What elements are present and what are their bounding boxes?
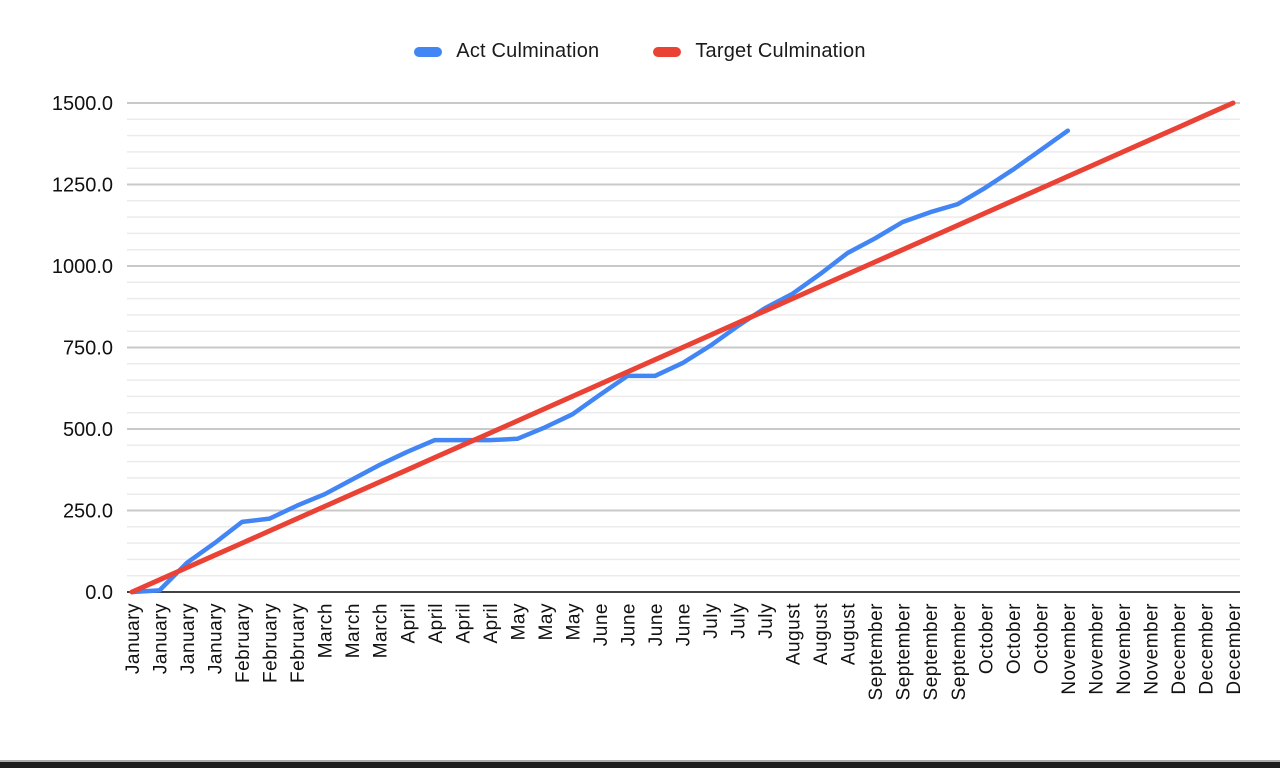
x-axis-tick-label: July [729, 603, 750, 639]
y-axis-tick-label: 750.0 [63, 338, 113, 360]
series-line-act-culmination [129, 128, 1071, 595]
y-axis-tick-label: 1250.0 [52, 175, 113, 197]
x-axis-tick-label: February [261, 603, 282, 683]
x-axis-tick-label: April [481, 603, 502, 644]
x-axis-tick-label: June [618, 603, 639, 646]
x-axis-tick-label: August [784, 603, 805, 665]
x-axis-tick-label: July [701, 603, 722, 639]
x-axis-tick-label: October [976, 603, 997, 674]
x-axis-tick-label: January [206, 603, 227, 674]
legend-item-target-culmination: Target Culmination [653, 40, 866, 63]
x-axis-tick-label: September [921, 603, 942, 701]
x-axis-tick-label: September [949, 603, 970, 701]
x-axis-tick-label: September [866, 603, 887, 701]
series-line-target-culmination [129, 100, 1236, 595]
bottom-edge-divider [0, 760, 1280, 768]
x-axis-tick-label: January [123, 603, 144, 674]
x-axis-tick-label: January [151, 603, 172, 674]
x-axis-tick-label: March [316, 603, 337, 658]
x-axis-tick-label: February [233, 603, 254, 683]
x-axis-tick-label: February [288, 603, 309, 683]
y-axis-tick-label: 0.0 [85, 582, 113, 604]
x-axis-tick-label: August [811, 603, 832, 665]
target-series-swatch-icon [653, 46, 682, 57]
x-axis-tick-label: June [674, 603, 695, 646]
x-axis-tick-label: May [508, 603, 529, 640]
x-axis-tick-label: September [894, 603, 915, 701]
legend-item-act-culmination: Act Culmination [414, 40, 599, 63]
y-axis-tick-label: 500.0 [63, 419, 113, 441]
x-axis-tick-label: November [1059, 603, 1080, 695]
x-axis-tick-label: January [178, 603, 199, 674]
x-axis-tick-label: December [1224, 603, 1245, 695]
y-axis-tick-label: 1000.0 [52, 256, 113, 278]
x-axis-tick-label: August [839, 603, 860, 665]
x-axis-tick-label: April [426, 603, 447, 644]
act-series-swatch-icon [414, 46, 443, 57]
x-axis-tick-label: July [756, 603, 777, 639]
x-axis-tick-label: October [1031, 603, 1052, 674]
legend-label-target: Target Culmination [695, 40, 866, 62]
x-axis-tick-label: December [1196, 603, 1217, 695]
x-axis-tick-label: December [1169, 603, 1190, 695]
x-axis-tick-label: April [453, 603, 474, 644]
x-axis-tick-label: November [1114, 603, 1135, 695]
legend-label-act: Act Culmination [456, 40, 600, 62]
x-axis-tick-label: October [1004, 603, 1025, 674]
x-axis-tick-label: May [563, 603, 584, 640]
y-axis-tick-label: 250.0 [63, 501, 113, 523]
x-axis-tick-label: June [646, 603, 667, 646]
x-axis-tick-label: May [536, 603, 557, 640]
y-axis-tick-label: 1500.0 [52, 93, 113, 115]
x-axis-tick-label: March [343, 603, 364, 658]
x-axis-tick-label: November [1086, 603, 1107, 695]
x-axis-tick-label: November [1141, 603, 1162, 695]
chart-legend: Act Culmination Target Culmination [0, 40, 1280, 63]
x-axis-tick-label: June [591, 603, 612, 646]
x-axis-tick-label: March [371, 603, 392, 658]
x-axis-tick-label: April [398, 603, 419, 644]
